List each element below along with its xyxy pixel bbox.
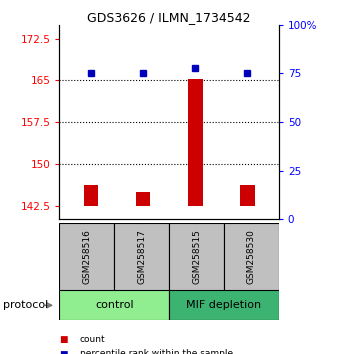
Bar — [169, 290, 279, 320]
Bar — [59, 290, 169, 320]
Text: count: count — [80, 335, 105, 344]
Bar — [224, 223, 279, 290]
Bar — [84, 185, 98, 206]
Text: GSM258516: GSM258516 — [82, 229, 91, 284]
Bar — [240, 185, 255, 206]
Text: ■: ■ — [59, 349, 68, 354]
Text: control: control — [95, 300, 134, 310]
Text: GSM258515: GSM258515 — [192, 229, 201, 284]
Bar — [136, 192, 150, 206]
Text: MIF depletion: MIF depletion — [186, 300, 261, 310]
Text: ■: ■ — [59, 335, 68, 344]
Text: percentile rank within the sample: percentile rank within the sample — [80, 349, 233, 354]
Text: protocol: protocol — [3, 300, 49, 310]
Bar — [59, 223, 114, 290]
Text: GSM258517: GSM258517 — [137, 229, 146, 284]
Title: GDS3626 / ILMN_1734542: GDS3626 / ILMN_1734542 — [87, 11, 251, 24]
Bar — [169, 223, 224, 290]
Text: GSM258530: GSM258530 — [247, 229, 256, 284]
Bar — [188, 79, 203, 206]
Bar — [114, 223, 169, 290]
